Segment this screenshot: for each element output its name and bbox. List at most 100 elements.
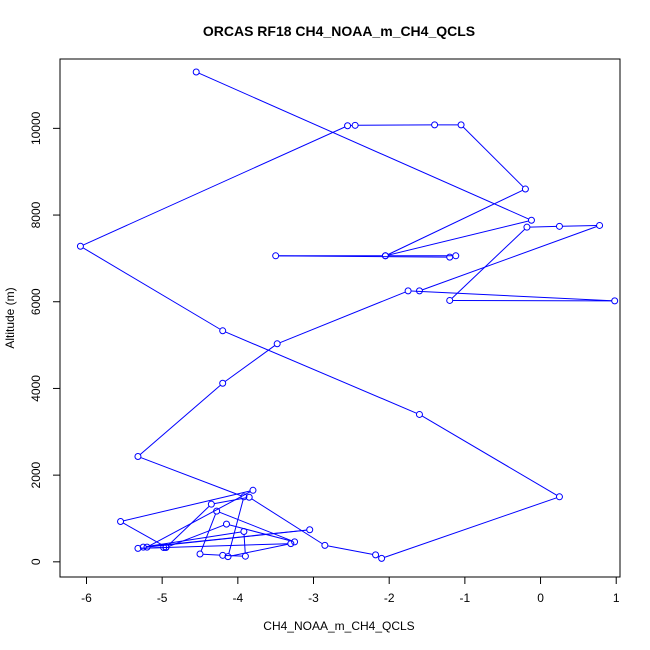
data-point — [372, 551, 380, 559]
series-line — [82, 72, 612, 558]
data-point — [76, 242, 84, 250]
data-point — [222, 520, 230, 528]
data-point — [273, 340, 281, 348]
series-segment — [149, 491, 251, 547]
series-segment — [411, 290, 612, 302]
series-segment — [421, 415, 558, 496]
series-segment — [198, 72, 529, 220]
data-point — [555, 493, 563, 501]
data-point — [196, 550, 204, 558]
series-segment — [229, 524, 292, 542]
series-segment — [224, 345, 276, 382]
data-point — [415, 287, 423, 295]
y-tick-label: 8000 — [29, 201, 43, 228]
series-segment — [167, 505, 210, 546]
x-axis: -6 -5 -4 -3 -2 -1 0 1 — [81, 577, 620, 605]
data-point — [351, 121, 359, 129]
series-segment — [251, 498, 323, 545]
series-segment — [562, 225, 597, 227]
series-segment — [451, 228, 526, 299]
data-point — [415, 410, 423, 418]
series-segment — [243, 534, 246, 554]
x-axis-label: CH4_NOAA_m_CH4_QCLS — [263, 619, 414, 633]
y-tick-label: 4000 — [29, 375, 43, 402]
data-point — [213, 507, 221, 515]
series-segment — [140, 457, 242, 497]
series-segment — [279, 291, 406, 344]
data-point — [134, 544, 142, 552]
series-segment — [82, 247, 221, 330]
y-tick-label: 10000 — [29, 111, 43, 145]
plot-frame — [59, 58, 621, 578]
series-segment — [149, 529, 307, 548]
data-point — [240, 527, 248, 535]
data-point — [240, 493, 248, 501]
series-segment — [146, 531, 242, 548]
data-point — [446, 253, 454, 261]
x-tick-label: 0 — [537, 591, 544, 605]
data-point — [117, 518, 125, 526]
data-point — [611, 297, 619, 305]
series-segment — [168, 524, 224, 547]
series-segment — [140, 543, 288, 549]
series-segment — [422, 226, 597, 291]
y-tick-label: 0 — [29, 558, 43, 565]
data-point — [134, 452, 142, 460]
data-point — [527, 216, 535, 224]
x-tick-label: -4 — [233, 591, 244, 605]
series-segment — [202, 553, 220, 556]
series-segment — [214, 497, 247, 505]
series-segment — [200, 513, 217, 552]
data-point — [224, 553, 232, 561]
x-tick-label: -1 — [460, 591, 471, 605]
data-point — [457, 121, 465, 129]
data-point — [596, 221, 604, 229]
data-point — [431, 121, 439, 129]
series-segment — [139, 384, 221, 455]
data-point — [272, 252, 280, 260]
series-markers — [76, 68, 619, 562]
series-segment — [228, 499, 244, 554]
chart-title: ORCAS RF18 CH4_NOAA_m_CH4_QCLS — [203, 23, 475, 39]
data-point — [344, 122, 352, 130]
data-point — [160, 544, 168, 552]
series-segment — [529, 225, 557, 228]
series-segment — [230, 543, 288, 557]
series-segment — [462, 126, 524, 188]
data-point — [521, 185, 529, 193]
data-point — [245, 493, 253, 501]
data-point — [207, 500, 215, 508]
data-point — [143, 543, 151, 551]
series-segment — [123, 490, 251, 522]
x-tick-label: -5 — [157, 591, 168, 605]
series-segment — [82, 126, 346, 246]
data-point — [378, 554, 386, 562]
x-tick-label: -3 — [308, 591, 319, 605]
y-tick-label: 2000 — [29, 461, 43, 488]
series-segment — [388, 220, 529, 256]
data-point — [192, 68, 200, 76]
data-point — [241, 552, 249, 560]
series-segment — [225, 331, 417, 414]
series-segment — [384, 497, 557, 558]
data-point — [306, 526, 314, 534]
data-point — [555, 222, 563, 230]
data-point — [249, 486, 257, 494]
data-point — [404, 287, 412, 295]
data-point — [219, 327, 227, 335]
series-segment — [387, 189, 523, 255]
x-tick-label: -6 — [81, 591, 92, 605]
series-segment — [219, 511, 292, 542]
y-axis: 0 2000 4000 6000 8000 10000 — [29, 111, 60, 565]
data-point — [219, 379, 227, 387]
y-tick-label: 6000 — [29, 288, 43, 315]
x-tick-label: 1 — [613, 591, 620, 605]
x-tick-label: -2 — [384, 591, 395, 605]
data-point — [291, 538, 299, 546]
data-point — [523, 223, 531, 231]
series-segment — [122, 522, 164, 547]
y-axis-label: Altitude (m) — [3, 287, 17, 348]
data-point — [381, 252, 389, 260]
data-point — [321, 541, 329, 549]
